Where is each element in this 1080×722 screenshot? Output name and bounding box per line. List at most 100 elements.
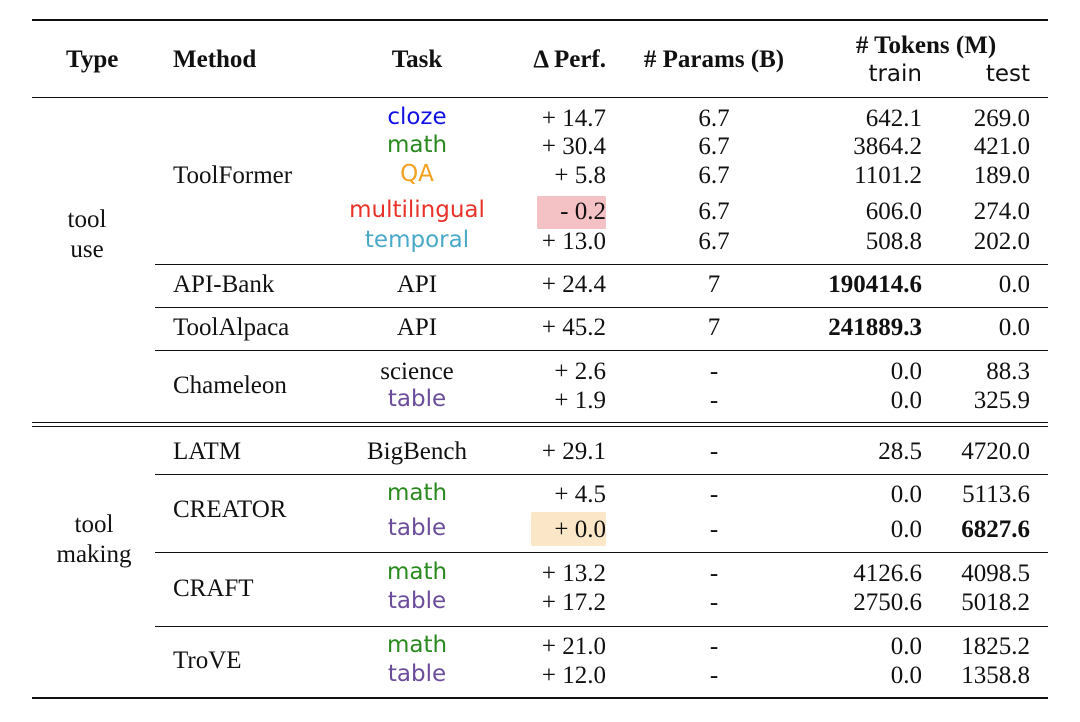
method-cell: CRAFT: [173, 575, 254, 602]
params-header: # Params (B): [643, 46, 785, 73]
method-cell: LATM: [173, 438, 242, 465]
perf-cell: - 0.2: [560, 198, 606, 225]
task-cell: table: [387, 515, 447, 541]
train-cell: 606.0: [865, 198, 922, 225]
train-cell: 642.1: [865, 105, 922, 132]
method-header: Method: [173, 46, 257, 73]
train-cell: 0.0: [890, 516, 922, 543]
task-cell: table: [387, 661, 447, 687]
zero-perf-highlight: [531, 512, 606, 546]
group-label-tool-use-line2: use: [70, 236, 104, 263]
perf-cell: + 5.8: [554, 162, 606, 189]
test-cell: 4098.5: [961, 560, 1030, 587]
test-cell: 202.0: [973, 228, 1030, 255]
task-cell: API: [396, 271, 438, 298]
task-cell: math: [386, 632, 448, 658]
params-cell: -: [709, 481, 719, 508]
task-cell: cloze: [387, 104, 447, 130]
task-cell: QA: [400, 161, 434, 187]
top-rule: [32, 19, 1048, 21]
train-cell: 0.0: [890, 633, 922, 660]
method-cell: ToolFormer: [173, 162, 293, 189]
task-cell: table: [387, 588, 447, 614]
params-cell: -: [709, 589, 719, 616]
task-header: Task: [391, 46, 443, 73]
task-cell: math: [386, 559, 448, 585]
test-cell: 0.0: [998, 271, 1030, 298]
method-rule: [155, 626, 1048, 627]
method-cell: TroVE: [173, 647, 242, 674]
params-cell: 6.7: [698, 198, 730, 225]
method-rule: [155, 474, 1048, 475]
test-cell: 1825.2: [961, 633, 1030, 660]
test-cell: 1358.8: [961, 662, 1030, 689]
train-cell: 2750.6: [853, 589, 922, 616]
perf-cell: + 1.9: [554, 387, 606, 414]
perf-cell: + 13.2: [541, 560, 606, 587]
method-cell: Chameleon: [173, 372, 287, 399]
train-header: train: [868, 61, 922, 87]
perf-cell: + 12.0: [541, 662, 606, 689]
task-cell: table: [387, 386, 447, 412]
test-cell: 274.0: [973, 198, 1030, 225]
params-cell: -: [709, 560, 719, 587]
method-cell: CREATOR: [173, 496, 287, 523]
perf-header: Δ Perf.: [533, 46, 606, 73]
perf-cell: + 13.0: [541, 228, 606, 255]
test-cell: 189.0: [973, 162, 1030, 189]
params-cell: 6.7: [698, 162, 730, 189]
test-cell: 269.0: [973, 105, 1030, 132]
train-cell: 28.5: [878, 438, 922, 465]
group-label-tool-making-line1: tool: [74, 511, 114, 538]
group-rule-1: [32, 422, 1048, 423]
perf-cell: + 17.2: [541, 589, 606, 616]
task-cell: math: [386, 480, 448, 506]
params-cell: 6.7: [698, 133, 730, 160]
train-cell: 190414.6: [828, 271, 922, 298]
params-cell: 7: [707, 271, 721, 298]
params-cell: 6.7: [698, 105, 730, 132]
tokens-header: # Tokens (M): [855, 32, 997, 59]
bottom-rule: [32, 697, 1048, 699]
train-cell: 508.8: [865, 228, 922, 255]
test-cell: 421.0: [973, 133, 1030, 160]
train-cell: 241889.3: [828, 314, 922, 341]
train-cell: 4126.6: [853, 560, 922, 587]
perf-cell: + 4.5: [554, 481, 606, 508]
params-cell: -: [709, 516, 719, 543]
params-cell: -: [709, 662, 719, 689]
params-cell: 6.7: [698, 228, 730, 255]
params-cell: 7: [707, 314, 721, 341]
perf-cell: + 14.7: [541, 105, 606, 132]
test-cell: 325.9: [973, 387, 1030, 414]
task-cell: math: [386, 132, 448, 158]
perf-cell: + 21.0: [541, 633, 606, 660]
test-cell: 5113.6: [962, 481, 1030, 508]
method-rule: [155, 350, 1048, 351]
task-cell: science: [380, 358, 454, 385]
task-cell: temporal: [364, 227, 470, 253]
params-cell: -: [709, 387, 719, 414]
test-cell: 88.3: [986, 358, 1030, 385]
task-cell: multilingual: [349, 197, 485, 223]
task-cell: BigBench: [367, 438, 467, 465]
task-cell: API: [396, 314, 438, 341]
train-cell: 3864.2: [853, 133, 922, 160]
perf-cell: + 0.0: [554, 516, 606, 543]
train-cell: 1101.2: [854, 162, 922, 189]
group-rule-2: [32, 426, 1048, 427]
method-rule: [155, 552, 1048, 553]
perf-cell: + 2.6: [554, 358, 606, 385]
train-cell: 0.0: [890, 387, 922, 414]
test-cell: 0.0: [998, 314, 1030, 341]
train-cell: 0.0: [890, 662, 922, 689]
group-label-tool-making-line2: making: [56, 541, 132, 568]
method-rule: [155, 307, 1048, 308]
group-label-tool-use-line1: tool: [67, 206, 107, 233]
params-cell: -: [709, 358, 719, 385]
method-cell: API-Bank: [173, 271, 275, 298]
type-header: Type: [66, 46, 119, 73]
train-cell: 0.0: [890, 481, 922, 508]
perf-cell: + 30.4: [541, 133, 606, 160]
perf-cell: + 24.4: [541, 271, 606, 298]
